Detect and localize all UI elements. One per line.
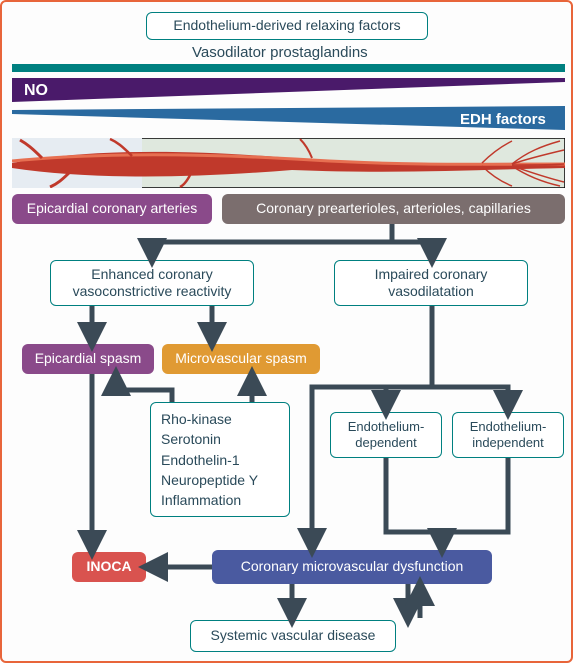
node-prearterioles: Coronary prearterioles, arterioles, capi… <box>222 194 565 224</box>
node-impaired-vasodilatation: Impaired coronary vasodilatation <box>334 260 528 306</box>
node-label: Microvascular spasm <box>175 350 306 368</box>
artery-graphic <box>12 138 565 188</box>
no-label: NO <box>24 82 48 99</box>
node-enhanced-reactivity: Enhanced coronary vasoconstrictive react… <box>50 260 254 306</box>
node-label: Coronary microvascular dysfunction <box>241 558 464 576</box>
node-epicardial-arteries: Epicardial coronary arteries <box>12 194 212 224</box>
node-mediators: Rho-kinase Serotonin Endothelin-1 Neurop… <box>150 402 290 517</box>
mediator-item: Serotonin <box>161 429 279 449</box>
node-label: Endothelium-independent <box>461 419 555 452</box>
node-inoca: INOCA <box>72 552 146 582</box>
node-epicardial-spasm: Epicardial spasm <box>22 344 154 374</box>
node-label: Enhanced coronary vasoconstrictive react… <box>59 266 245 301</box>
node-endothelium-independent: Endothelium-independent <box>452 412 564 458</box>
node-endothelium-dependent: Endothelium-dependent <box>330 412 442 458</box>
edh-label: EDH factors <box>460 111 546 128</box>
gradient-bands: NO EDH factors <box>2 2 573 142</box>
diagram-frame: Endothelium-derived relaxing factors Vas… <box>0 0 573 663</box>
mediator-item: Neuropeptide Y <box>161 470 279 490</box>
node-label: Impaired coronary vasodilatation <box>343 266 519 301</box>
node-label: INOCA <box>86 558 131 576</box>
node-label: Epicardial coronary arteries <box>27 200 197 218</box>
node-label: Epicardial spasm <box>35 350 142 368</box>
node-label: Coronary prearterioles, arterioles, capi… <box>256 200 531 218</box>
node-cmd: Coronary microvascular dysfunction <box>212 550 492 584</box>
mediator-item: Endothelin-1 <box>161 450 279 470</box>
node-microvascular-spasm: Microvascular spasm <box>162 344 320 374</box>
node-label: Systemic vascular disease <box>211 627 376 645</box>
mediator-item: Inflammation <box>161 490 279 510</box>
mediator-item: Rho-kinase <box>161 409 279 429</box>
node-systemic: Systemic vascular disease <box>190 620 396 652</box>
node-label: Endothelium-dependent <box>339 419 433 452</box>
